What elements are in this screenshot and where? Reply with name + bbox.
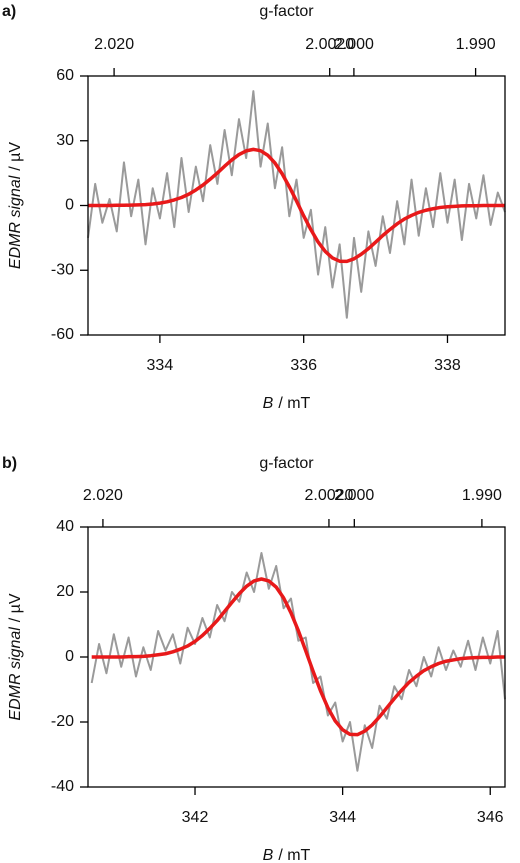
y-axis-unit: / µV [7, 142, 24, 171]
panel-label: b) [2, 455, 17, 472]
top-tick-label: 2.0020 [305, 36, 354, 53]
x-tick-label: 338 [434, 357, 461, 374]
top-tick-label: 1.990 [462, 487, 502, 504]
y-axis-unit: / µV [7, 593, 24, 622]
top-tick-label: 2.020 [94, 36, 134, 53]
y-tick-label: 0 [65, 648, 74, 665]
data-line [91, 577, 505, 737]
x-tick-label: 344 [329, 809, 356, 826]
top-tick-label: 2.000 [334, 36, 374, 53]
top-tick-label: 1.990 [456, 36, 496, 53]
panel: a) g-factor -60 -30 0 30 60 334 336 338 2.020 2.002… [2, 3, 506, 412]
y-axis-label: EDMR signal / µV [7, 593, 24, 720]
y-axis-label: EDMR signal / µV [7, 142, 24, 269]
panel: b) g-factor -40 -20 0 20 40 342 344 346 2.020 2.002… [2, 455, 506, 863]
y-tick-label: -40 [51, 778, 74, 795]
top-tick-label: 2.0020 [304, 487, 353, 504]
top-axis-label: g-factor [259, 455, 314, 472]
x-tick-label: 342 [182, 809, 209, 826]
y-axis-quantity: EDMR signal [7, 627, 24, 721]
y-tick-label: 30 [56, 132, 74, 149]
y-tick-label: 60 [56, 67, 74, 84]
x-axis-label: B / mT [263, 395, 311, 412]
y-tick-label: -60 [51, 326, 74, 343]
y-tick-label: -20 [51, 713, 74, 730]
top-tick-label: 2.020 [83, 487, 123, 504]
y-axis-quantity: EDMR signal [7, 175, 24, 269]
panel-label: a) [2, 3, 16, 20]
x-tick-label: 346 [477, 809, 504, 826]
x-axis-symbol: B [263, 395, 274, 412]
y-tick-label: -30 [51, 261, 74, 278]
top-tick-label: 2.000 [334, 487, 374, 504]
y-tick-label: 20 [56, 583, 74, 600]
data-line [88, 147, 505, 264]
data-line [90, 552, 506, 772]
x-axis-unit: / mT [278, 847, 310, 863]
top-axis-label: g-factor [259, 3, 314, 20]
x-tick-label: 334 [147, 357, 174, 374]
x-axis-unit: / mT [278, 395, 310, 412]
x-axis-label: B / mT [263, 847, 311, 863]
x-axis-symbol: B [263, 847, 274, 863]
y-tick-label: 0 [65, 197, 74, 214]
y-tick-label: 40 [56, 518, 74, 535]
x-tick-label: 336 [290, 357, 317, 374]
